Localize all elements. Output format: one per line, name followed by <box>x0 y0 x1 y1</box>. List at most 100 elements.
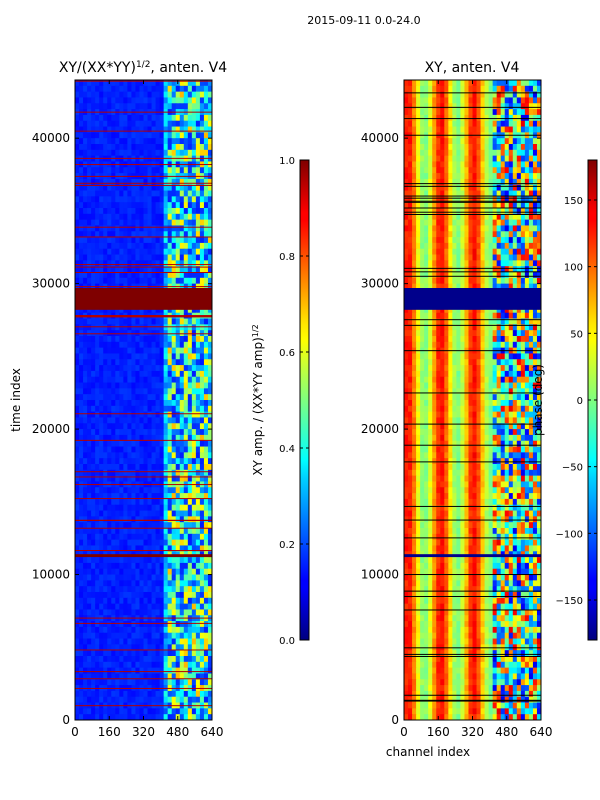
heat-cell <box>163 568 169 576</box>
heat-cell <box>432 272 437 279</box>
heat-cell <box>468 161 474 168</box>
heat-cell <box>516 266 522 273</box>
heat-cell <box>432 103 437 110</box>
heat-cell <box>472 161 478 168</box>
heat-cell <box>75 603 80 611</box>
heat-cell <box>163 679 169 686</box>
heat-cell <box>99 208 104 215</box>
heat-cell <box>127 539 133 547</box>
heat-cell <box>207 394 212 401</box>
heat-cell <box>187 103 193 110</box>
heat-cell <box>119 621 124 628</box>
heat-cell <box>195 603 201 611</box>
heat-cell <box>139 80 145 87</box>
heat-cell <box>504 144 510 151</box>
heat-cell <box>139 562 145 570</box>
heat-cell <box>127 184 133 192</box>
flag-line <box>75 326 212 328</box>
heat-cell <box>199 306 205 314</box>
heat-cell <box>75 213 80 221</box>
heat-cell <box>119 458 124 465</box>
heat-cell <box>75 673 80 680</box>
heat-cell <box>183 132 189 139</box>
heat-cell <box>436 167 441 174</box>
heat-cell <box>87 714 92 720</box>
heat-cell <box>107 219 112 227</box>
heat-cell <box>183 272 189 279</box>
heat-cell <box>135 632 141 640</box>
heat-cell <box>416 97 421 104</box>
heat-cell <box>195 568 201 576</box>
heat-cell <box>79 411 84 419</box>
heat-cell <box>83 405 88 413</box>
heat-cell <box>167 621 173 628</box>
heat-cell <box>191 336 197 343</box>
heat-cell <box>159 475 165 483</box>
heat-cell <box>171 365 177 372</box>
heat-cell <box>91 493 96 500</box>
heat-cell <box>528 231 534 238</box>
heat-cell <box>500 219 506 227</box>
heat-cell <box>175 696 181 704</box>
heat-cell <box>187 184 193 192</box>
heat-cell <box>500 213 506 221</box>
heat-cell <box>484 85 490 93</box>
heat-cell <box>123 603 128 611</box>
heat-cell <box>123 336 128 343</box>
heat-cell <box>171 400 177 407</box>
heat-cell <box>203 522 209 529</box>
heat-cell <box>412 213 417 221</box>
heat-cell <box>163 359 169 366</box>
heat-cell <box>404 173 409 180</box>
heat-cell <box>179 120 185 128</box>
heat-cell <box>151 260 157 267</box>
heat-cell <box>139 580 145 587</box>
heat-cell <box>460 231 466 238</box>
heat-cell <box>111 586 116 593</box>
heat-cell <box>167 149 173 157</box>
flag-line <box>75 236 212 238</box>
heat-cell <box>536 103 541 110</box>
heat-cell <box>87 516 92 523</box>
heat-cell <box>183 661 189 669</box>
heat-cell <box>428 120 433 128</box>
heat-cell <box>147 144 153 151</box>
heat-cell <box>147 650 153 657</box>
heat-cell <box>159 359 165 366</box>
heat-cell <box>79 522 84 529</box>
heat-cell <box>191 545 197 552</box>
heat-cell <box>119 400 124 407</box>
heat-cell <box>151 545 157 552</box>
heat-cell <box>87 365 92 372</box>
heat-cell <box>147 190 153 197</box>
heat-cell <box>143 464 149 471</box>
heat-cell <box>147 213 153 221</box>
heat-cell <box>163 434 169 442</box>
heat-cell <box>456 109 462 116</box>
heat-cell <box>151 237 157 244</box>
heat-cell <box>480 231 486 238</box>
heat-cell <box>163 446 169 453</box>
heat-cell <box>404 242 409 250</box>
heat-cell <box>536 196 541 203</box>
heat-cell <box>508 272 514 279</box>
heat-cell <box>135 417 141 424</box>
heat-cell <box>199 190 205 197</box>
heat-cell <box>127 574 133 581</box>
heat-cell <box>119 213 124 221</box>
heat-cell <box>115 487 120 494</box>
amplitude-colorbar-label-main: XY amp. / (XX*YY amp) <box>251 337 265 475</box>
heat-cell <box>155 522 161 529</box>
heat-cell <box>155 359 161 366</box>
heat-cell <box>91 149 96 157</box>
heat-cell <box>412 178 417 186</box>
heat-cell <box>516 208 522 215</box>
heat-cell <box>139 464 145 471</box>
heat-cell <box>99 97 104 104</box>
heat-cell <box>444 103 449 110</box>
heat-cell <box>167 696 173 704</box>
heat-cell <box>139 318 145 325</box>
heat-cell <box>175 306 181 314</box>
heat-cell <box>444 80 449 87</box>
heat-cell <box>147 277 153 285</box>
